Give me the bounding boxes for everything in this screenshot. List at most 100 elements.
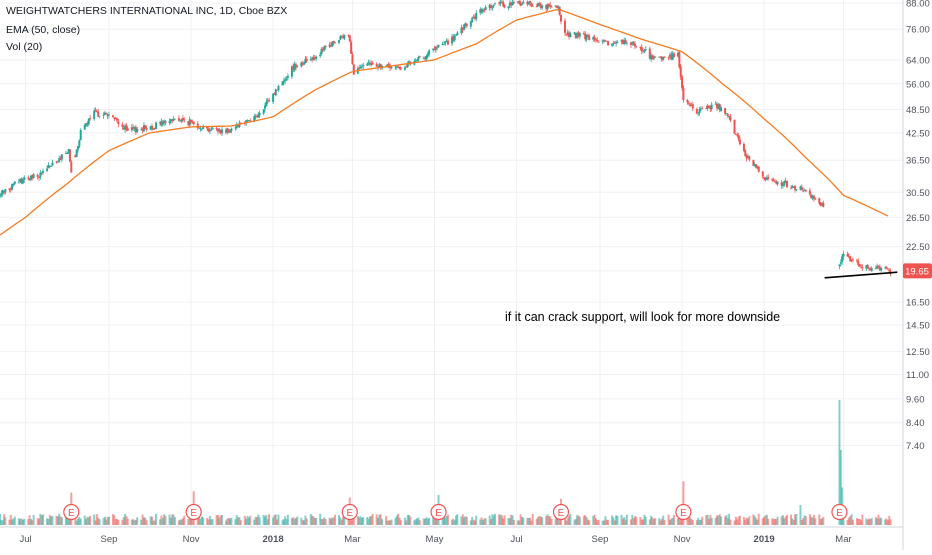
candle-body xyxy=(313,57,316,59)
volume-bar xyxy=(206,517,209,525)
volume-bar xyxy=(880,517,883,525)
volume-bar xyxy=(607,519,610,525)
candle-body xyxy=(724,108,727,114)
volume-bar xyxy=(257,514,260,525)
volume-bar xyxy=(753,515,756,525)
candle-body xyxy=(276,89,279,91)
candle-body xyxy=(48,165,51,167)
volume-bar xyxy=(585,516,588,525)
volume-bar xyxy=(366,516,369,525)
volume-bar xyxy=(126,518,129,525)
candle-body xyxy=(285,78,288,80)
volume-bar xyxy=(31,520,34,525)
candle-body xyxy=(328,44,331,47)
volume-bar xyxy=(624,519,627,525)
candle-body xyxy=(433,48,436,51)
candle-body xyxy=(113,117,116,119)
candle-body xyxy=(888,269,891,272)
candle-body xyxy=(565,33,568,35)
candle-body xyxy=(512,2,515,3)
candle-body xyxy=(761,171,764,177)
candle-body xyxy=(161,122,164,125)
volume-bar xyxy=(181,518,184,525)
volume-bar xyxy=(857,518,860,525)
volume-bar xyxy=(772,518,775,525)
candle-body xyxy=(95,111,98,113)
volume-bar xyxy=(358,517,361,525)
volume-bar xyxy=(765,514,768,525)
volume-bar xyxy=(151,516,154,525)
candle-body xyxy=(453,36,456,41)
earnings-marker[interactable] xyxy=(675,503,692,521)
candle-body xyxy=(851,259,854,261)
candle-body xyxy=(877,266,880,268)
volume-bar xyxy=(814,518,817,525)
candle-body xyxy=(75,149,78,157)
candle-body xyxy=(726,113,729,117)
volume-bar xyxy=(472,519,475,525)
volume-bar xyxy=(161,518,164,525)
candle-body xyxy=(624,40,627,43)
candle-body xyxy=(343,34,346,39)
volume-bar xyxy=(738,515,741,525)
candle-body xyxy=(94,110,97,111)
volume-bar xyxy=(555,514,558,525)
volume-bar xyxy=(94,520,97,525)
candle-body xyxy=(114,118,117,120)
volume-bar xyxy=(210,519,213,525)
volume-bar xyxy=(67,515,70,525)
candle-body xyxy=(455,34,458,36)
volume-bar xyxy=(812,514,815,525)
earnings-marker[interactable] xyxy=(63,503,80,521)
volume-bar xyxy=(19,518,22,525)
candle-body xyxy=(670,54,673,59)
candle-body xyxy=(163,120,166,123)
volume-bar xyxy=(518,520,521,525)
candle-body xyxy=(319,54,322,57)
candle-body xyxy=(849,256,852,262)
volume-bar xyxy=(247,517,250,525)
volume-bar xyxy=(290,518,293,525)
candle-body xyxy=(601,40,604,42)
earnings-marker[interactable] xyxy=(430,503,447,521)
volume-bar xyxy=(475,515,478,525)
volume-bar xyxy=(855,518,858,525)
earnings-marker[interactable] xyxy=(341,503,358,521)
time-axis[interactable]: Jul Sep Nov 2018 Mar May Jul Sep Nov 2019 Mar xyxy=(19,534,851,545)
candle-body xyxy=(775,181,778,184)
candle-body xyxy=(264,105,267,109)
earnings-marker[interactable] xyxy=(185,503,202,521)
price-axis[interactable]: 88.00 76.00 64.00 56.00 48.50 42.50 36.50 30.50… xyxy=(906,0,930,452)
volume-bar xyxy=(484,518,487,525)
candle-body xyxy=(678,52,681,68)
candle-body xyxy=(738,139,741,145)
candle-body xyxy=(811,196,814,199)
candle-body xyxy=(717,104,720,109)
candle-body xyxy=(785,181,788,188)
volume-bar xyxy=(132,519,135,525)
volume-bar xyxy=(586,519,589,525)
candle-body xyxy=(737,135,740,139)
earnings-marker[interactable] xyxy=(552,503,570,521)
candle-body xyxy=(46,168,49,171)
candle-body xyxy=(196,123,199,128)
candle-body xyxy=(152,128,155,130)
candle-body xyxy=(529,1,532,4)
candle-body xyxy=(689,104,692,106)
volume-bar xyxy=(846,519,849,525)
candle-body xyxy=(159,122,162,124)
volume-bar xyxy=(522,517,525,525)
volume-bar xyxy=(718,514,721,525)
volume-bar xyxy=(59,516,62,525)
earnings-marker[interactable] xyxy=(831,503,848,521)
volume-bar xyxy=(332,517,335,525)
candle-body xyxy=(549,4,552,7)
candle-body xyxy=(59,158,62,160)
candle-body xyxy=(254,116,257,117)
volume-bar xyxy=(433,514,436,525)
volume-bar xyxy=(285,519,288,525)
candle-body xyxy=(199,128,202,130)
volume-bar xyxy=(390,519,393,525)
